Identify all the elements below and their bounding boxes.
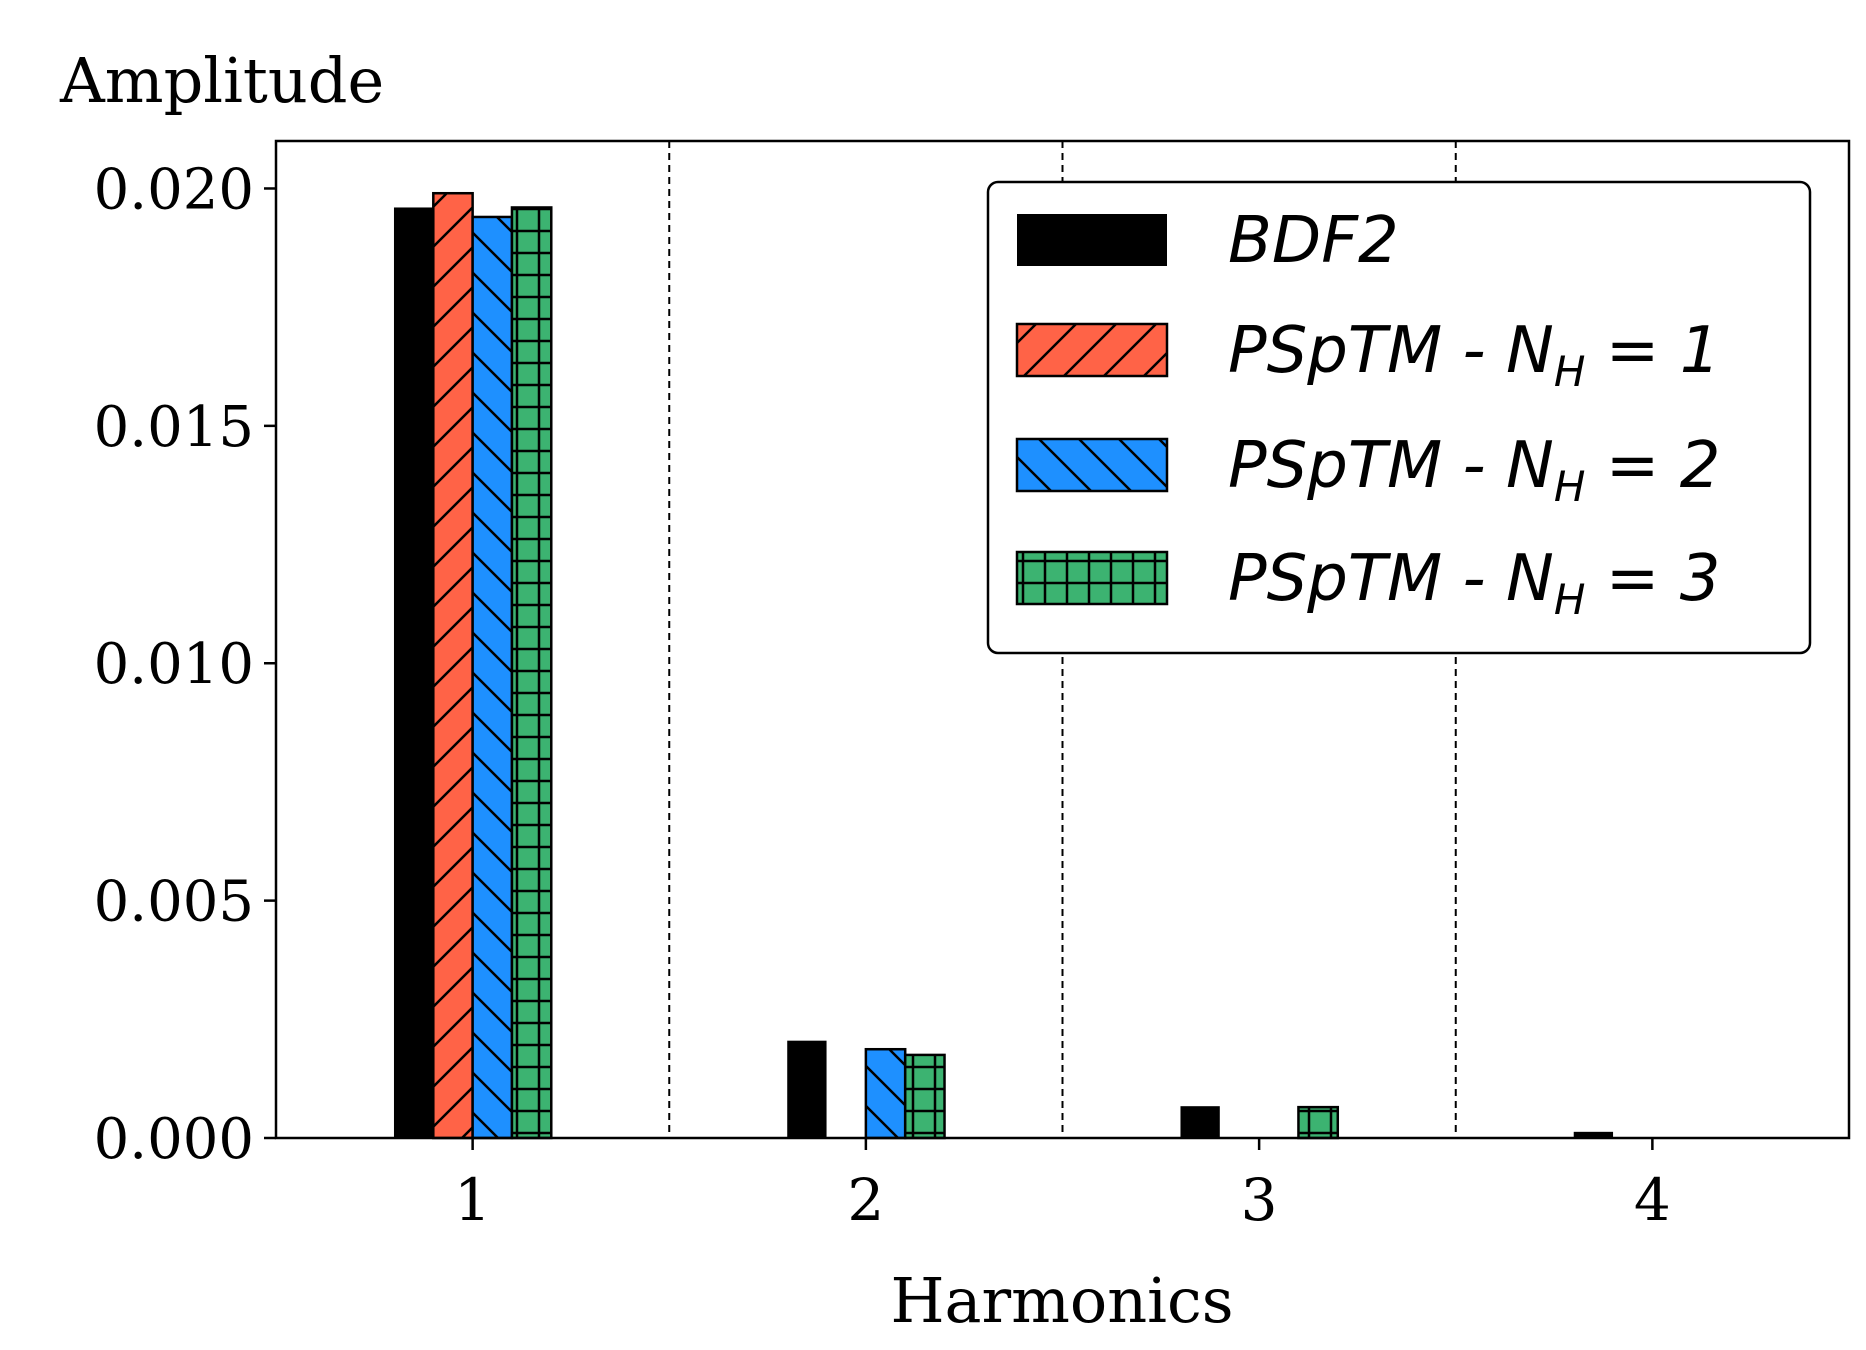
x-ticks: 1 2 3 4 <box>454 1138 1671 1234</box>
bar <box>1297 1105 1340 1140</box>
y-ticks: 0.000 0.005 0.010 0.015 0.020 <box>94 157 276 1172</box>
legend-item: PSpTM - NH = 1 <box>1015 314 1720 396</box>
y-axis-label: Amplitude <box>59 44 384 117</box>
bar <box>393 207 434 1138</box>
bar <box>1573 1131 1614 1138</box>
bar <box>1180 1106 1220 1138</box>
legend-label: PSpTM - NH = 1 <box>1228 314 1720 396</box>
bar <box>787 1040 827 1138</box>
y-tick-label: 0.020 <box>94 157 254 222</box>
y-tick-label: 0.015 <box>94 395 254 460</box>
legend-item: PSpTM - NH = 3 <box>1015 542 1720 624</box>
axes-frame <box>274 139 1851 1140</box>
bar <box>864 1047 907 1140</box>
legend-frame <box>986 180 1812 655</box>
legend-label: PSpTM - NH = 3 <box>1228 542 1720 624</box>
legend: BDF2 PSpTM - NH = 1 PSpTM - NH = 2 PSpTM - … <box>986 180 1812 655</box>
bar <box>471 215 514 1140</box>
y-tick-label: 0.010 <box>94 632 254 697</box>
legend-item: PSpTM - NH = 2 <box>1015 429 1720 511</box>
legend-swatch <box>1017 214 1167 266</box>
x-axis-label: Harmonics <box>890 1264 1233 1337</box>
legend-item: BDF2 <box>1017 204 1399 278</box>
y-tick-label: 0.005 <box>94 870 254 935</box>
bar <box>903 1053 946 1140</box>
plot-area: 0.000 0.005 0.010 0.015 0.020 1 2 3 4 <box>94 139 1851 1234</box>
x-tick-label: 4 <box>1634 1166 1671 1234</box>
bar <box>432 191 474 1140</box>
x-tick-label: 2 <box>847 1166 884 1234</box>
legend-label: PSpTM - NH = 2 <box>1228 429 1720 511</box>
legend-label: BDF2 <box>1228 204 1399 278</box>
x-tick-label: 3 <box>1241 1166 1278 1234</box>
bar <box>510 206 553 1140</box>
x-tick-label: 1 <box>454 1166 491 1234</box>
y-tick-label: 0.000 <box>94 1107 254 1172</box>
